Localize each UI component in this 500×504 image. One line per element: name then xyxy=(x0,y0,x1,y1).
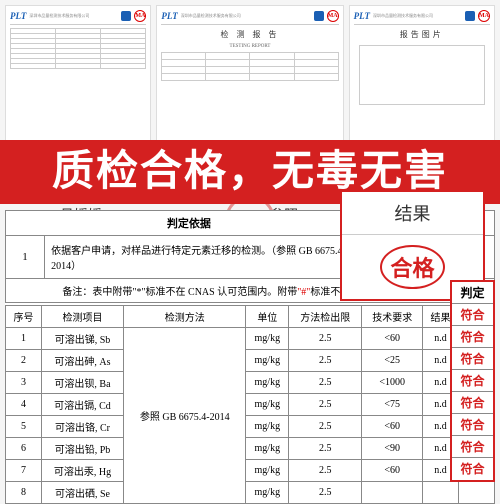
detail-cell: 4 xyxy=(6,394,42,416)
detail-cell: 2 xyxy=(6,350,42,372)
report-title-2: 报告图片 xyxy=(354,29,490,40)
detail-cell: mg/kg xyxy=(246,372,289,394)
detail-cell: 2.5 xyxy=(289,438,362,460)
detail-cell: mg/kg xyxy=(246,416,289,438)
detail-cell: 2.5 xyxy=(289,416,362,438)
detail-cell: <60 xyxy=(362,416,423,438)
plt-logo: PLT xyxy=(354,11,370,21)
detail-cell: 2.5 xyxy=(289,372,362,394)
ma-badge-icon: MA xyxy=(327,10,339,22)
detail-col-header: 检测方法 xyxy=(124,306,246,328)
detail-cell: 可溶出砷, As xyxy=(41,350,123,372)
ma-badge-icon: MA xyxy=(134,10,146,22)
detail-cell: <90 xyxy=(362,438,423,460)
detail-cell: 6 xyxy=(6,438,42,460)
detail-cell: <60 xyxy=(362,328,423,350)
detail-row: 6可溶出铅, Pbmg/kg2.5<90n.d符合 xyxy=(6,438,495,460)
cnas-icon xyxy=(465,11,475,21)
detail-cell: <25 xyxy=(362,350,423,372)
ma-badge-icon: MA xyxy=(478,10,490,22)
detail-cell xyxy=(459,482,495,504)
detail-cell: 8 xyxy=(6,482,42,504)
detail-row: 3可溶出钡, Bamg/kg2.5<1000n.d符合 xyxy=(6,372,495,394)
detail-cell: <1000 xyxy=(362,372,423,394)
report-title-en: TESTING REPORT xyxy=(161,44,338,49)
detail-cell: mg/kg xyxy=(246,482,289,504)
judge-side-val: 符合 xyxy=(452,348,493,370)
plt-logo: PLT xyxy=(161,11,177,21)
plt-logo: PLT xyxy=(10,11,26,21)
image-placeholder xyxy=(359,45,485,105)
detail-cell: 参照 GB 6675.4-2014 xyxy=(124,328,246,504)
detail-cell: 5 xyxy=(6,416,42,438)
judge-side-val: 符合 xyxy=(452,392,493,414)
detail-row: 7可溶出汞, Hgmg/kg2.5<60n.d符合 xyxy=(6,460,495,482)
basis-index: 1 xyxy=(6,236,45,279)
detail-cell: 可溶出铅, Pb xyxy=(41,438,123,460)
detail-cell: 7 xyxy=(6,460,42,482)
detail-col-header: 方法检出限 xyxy=(289,306,362,328)
detail-cell: 3 xyxy=(6,372,42,394)
detail-col-header: 技术要求 xyxy=(362,306,423,328)
detail-cell: 2.5 xyxy=(289,394,362,416)
judge-side-val: 符合 xyxy=(452,414,493,436)
basis-header: 判定依据 xyxy=(6,211,373,236)
cnas-icon xyxy=(121,11,131,21)
detail-cell: 1 xyxy=(6,328,42,350)
detail-cell: 可溶出镉, Cd xyxy=(41,394,123,416)
judge-side-header: 判定 xyxy=(452,282,493,304)
detail-cell: mg/kg xyxy=(246,328,289,350)
detail-cell xyxy=(423,482,459,504)
detail-row: 4可溶出镉, Cdmg/kg2.5<75n.d符合 xyxy=(6,394,495,416)
detail-cell: 可溶出硒, Se xyxy=(41,482,123,504)
detail-row: 5可溶出铬, Crmg/kg2.5<60n.d符合 xyxy=(6,416,495,438)
report-title: 检 测 报 告 xyxy=(161,29,338,40)
detail-cell: <60 xyxy=(362,460,423,482)
detail-col-header: 序号 xyxy=(6,306,42,328)
detail-cell: mg/kg xyxy=(246,460,289,482)
detail-cell: 2.5 xyxy=(289,350,362,372)
detail-col-header: 检测项目 xyxy=(41,306,123,328)
detail-cell: mg/kg xyxy=(246,394,289,416)
cnas-icon xyxy=(314,11,324,21)
judge-side-val: 符合 xyxy=(452,458,493,480)
detail-cell: 2.5 xyxy=(289,482,362,504)
result-header: 结果 xyxy=(342,192,483,235)
judge-side-val: 符合 xyxy=(452,436,493,458)
detail-cell: mg/kg xyxy=(246,438,289,460)
judge-side-val: 符合 xyxy=(452,326,493,348)
detail-row: 1可溶出锑, Sb参照 GB 6675.4-2014mg/kg2.5<60n.d… xyxy=(6,328,495,350)
detail-cell: 2.5 xyxy=(289,328,362,350)
basis-text: 依据客户申请，对样品进行特定元素迁移的检测。（参照 GB 6675.4-2014… xyxy=(45,236,373,279)
judge-side-val: 符合 xyxy=(452,304,493,326)
detail-col-header: 单位 xyxy=(246,306,289,328)
detail-cell: 可溶出钡, Ba xyxy=(41,372,123,394)
detail-row: 2可溶出砷, Asmg/kg2.5<25n.d符合 xyxy=(6,350,495,372)
detail-cell: 可溶出铬, Cr xyxy=(41,416,123,438)
detail-cell: 可溶出汞, Hg xyxy=(41,460,123,482)
detail-cell: mg/kg xyxy=(246,350,289,372)
detail-cell: 2.5 xyxy=(289,460,362,482)
detail-cell xyxy=(362,482,423,504)
detail-row: 8可溶出硒, Se mg/kg2.5 xyxy=(6,482,495,504)
judge-side-val: 符合 xyxy=(452,370,493,392)
judgment-side-column: 判定 符合 符合 符合 符合 符合 符合 符合 符合 xyxy=(450,280,495,482)
detail-cell: <75 xyxy=(362,394,423,416)
detail-cell: 可溶出锑, Sb xyxy=(41,328,123,350)
detail-test-table: 序号检测项目检测方法单位方法检出限技术要求结果判定 1可溶出锑, Sb参照 GB… xyxy=(5,305,495,504)
